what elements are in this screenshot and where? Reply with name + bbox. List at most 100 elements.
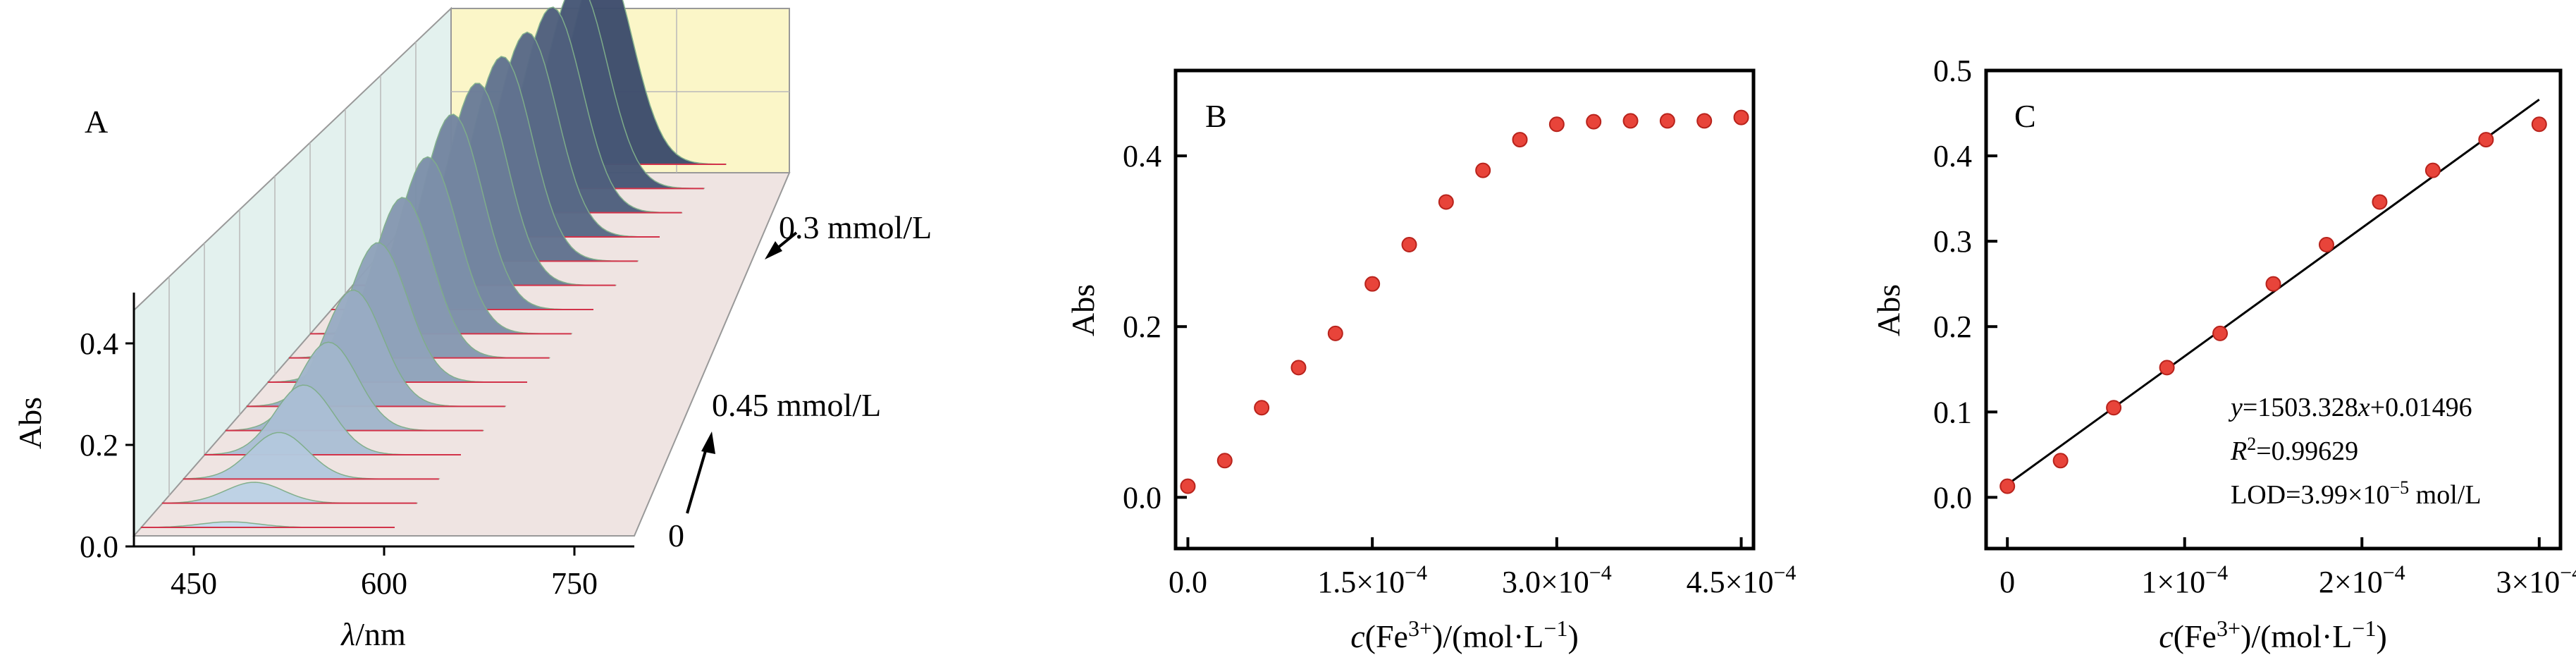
panel-a-waterfall-chart: 0.0 0.2 0.4 450 600 750 A Abs λ/nm 0.3 mmol/… [12, 0, 932, 652]
panel-b-x-label-exp: −1 [1543, 616, 1567, 641]
panel-c-y-label: Abs [1871, 284, 1906, 336]
panel-c-x-label-ion: (Fe [2174, 618, 2217, 654]
panel-b-x-label-ion: (Fe [1365, 618, 1408, 654]
data-point [1659, 113, 1675, 129]
data-point [1475, 162, 1491, 178]
data-point [2531, 116, 2547, 133]
data-point [1254, 400, 1270, 416]
panel-c-scatter-chart: 0.00.10.20.30.40.5 01×10−42×10−43×10−4 C… [1871, 54, 2576, 654]
panel-a-annotation-zero: 0 [668, 518, 684, 553]
y-tick-label: 0.2 [80, 428, 118, 463]
panel-b-x-label-c: c [1350, 618, 1364, 654]
r-squared-value: =0.99629 [2256, 436, 2358, 466]
x-tick-label: 4.5×10−4 [1687, 561, 1797, 599]
equation-x: x [2358, 393, 2370, 422]
panel-c-r-squared: R2=0.99629 [2230, 434, 2358, 466]
panel-c-fit-line [2007, 98, 2540, 486]
panel-a-x-label-unit: /nm [355, 616, 406, 652]
panel-c-data-points [1999, 116, 2547, 494]
y-tick-label: 0.2 [1933, 310, 1972, 344]
data-point [1216, 453, 1233, 469]
r-squared-r: R [2230, 436, 2247, 466]
panel-b-x-label: c(Fe3+)/(mol·L−1) [1350, 616, 1579, 654]
panel-c-lod: LOD=3.99×10−5 mol/L [2231, 477, 2482, 510]
panel-b-scatter-chart: 0.00.20.4 0.0 1.5×10−4 3.0×10−4 4.5×10−4 B … [1065, 68, 1796, 654]
data-point [2372, 194, 2388, 210]
x-tick-label: 3.0×10−4 [1502, 561, 1612, 599]
panel-a-x-label-symbol: λ [340, 616, 355, 652]
x-tick-base: 4.5×10 [1687, 565, 1774, 599]
x-tick-exponent: −4 [2560, 561, 2576, 585]
x-tick-base: 1×10 [2141, 565, 2205, 599]
x-tick-label: 450 [171, 566, 217, 601]
lod-text: LOD=3.99×10 [2231, 480, 2389, 510]
x-tick-exponent: −4 [1589, 561, 1612, 585]
x-tick-label: 1×10−4 [2141, 561, 2228, 599]
x-tick-label: 2×10−4 [2319, 561, 2405, 599]
y-tick-label: 0.3 [1933, 224, 1972, 259]
data-point [1548, 116, 1565, 133]
data-point [2478, 132, 2494, 148]
panel-c-x-label-charge: 3+ [2217, 616, 2241, 641]
y-tick-label: 0.4 [1123, 139, 1161, 173]
panel-b-x-label-charge: 3+ [1408, 616, 1432, 641]
data-point [2106, 400, 2122, 416]
y-tick-label: 0.0 [1933, 480, 1972, 515]
panel-c-equation: y=1503.328x+0.01496 [2228, 393, 2472, 422]
data-point [1999, 478, 2016, 494]
panel-a-annotation-mid: 0.45 mmol/L [712, 387, 881, 423]
panel-c-x-label-close: ) [2376, 618, 2386, 654]
x-tick-label: 1.5×10−4 [1317, 561, 1427, 599]
panel-a-spectra [140, 0, 727, 528]
panel-c-plot-frame [1984, 68, 2563, 551]
data-point [2212, 325, 2229, 341]
panel-a-arrow-up [686, 432, 715, 514]
data-point [2265, 276, 2281, 292]
y-tick-label: 0.4 [80, 326, 118, 361]
panel-b-plot-frame [1173, 68, 1756, 551]
panel-c-x-ticks: 01×10−42×10−43×10−4 [1999, 537, 2576, 599]
panel-a-x-ticks: 450 600 750 [171, 546, 598, 601]
y-tick-label: 0.0 [80, 530, 118, 564]
panel-a-y-label: Abs [12, 397, 48, 449]
data-point [2424, 162, 2441, 178]
data-point [2318, 236, 2334, 252]
data-point [1586, 114, 1602, 130]
panel-b-x-ticks: 0.0 1.5×10−4 3.0×10−4 4.5×10−4 [1169, 537, 1796, 599]
panel-b-data-points [1180, 109, 1749, 494]
y-tick-label: 0.0 [1123, 480, 1161, 515]
x-tick-label: 600 [361, 566, 407, 601]
panel-a-y-ticks: 0.0 0.2 0.4 [80, 326, 134, 564]
panel-c-x-label-unit: )/(mol·L [2241, 618, 2352, 654]
data-point [1622, 113, 1639, 129]
x-tick-label: 3×10−4 [2496, 561, 2576, 599]
data-point [1401, 236, 1417, 252]
lod-unit: mol/L [2409, 480, 2481, 510]
x-tick-exponent: −4 [2383, 561, 2405, 585]
lod-exp: −5 [2389, 477, 2409, 498]
data-point [2052, 453, 2069, 469]
x-tick-base: 1.5×10 [1317, 565, 1405, 599]
panel-c-label: C [2014, 98, 2036, 134]
panel-c-x-label: c(Fe3+)/(mol·L−1) [2159, 616, 2387, 654]
data-point [2159, 360, 2175, 376]
equation-intercept: +0.01496 [2370, 393, 2472, 422]
data-point [1696, 113, 1713, 129]
panel-b-y-label: Abs [1065, 284, 1101, 336]
data-point [1180, 478, 1196, 494]
equation-y: y [2228, 393, 2243, 422]
x-tick-label: 750 [551, 566, 598, 601]
r-squared-sup: 2 [2247, 434, 2256, 454]
data-point [1290, 360, 1307, 376]
data-point [1438, 194, 1454, 210]
panel-b-label: B [1205, 98, 1227, 134]
panel-c-x-label-c: c [2159, 618, 2173, 654]
panel-a-label: A [85, 104, 108, 140]
equation-slope: =1503.328 [2243, 393, 2358, 422]
y-tick-label: 0.4 [1933, 139, 1972, 173]
y-tick-label: 0.1 [1933, 395, 1972, 429]
x-tick-base: 2×10 [2319, 565, 2383, 599]
x-tick-exponent: −4 [1774, 561, 1797, 585]
data-point [1512, 132, 1528, 148]
